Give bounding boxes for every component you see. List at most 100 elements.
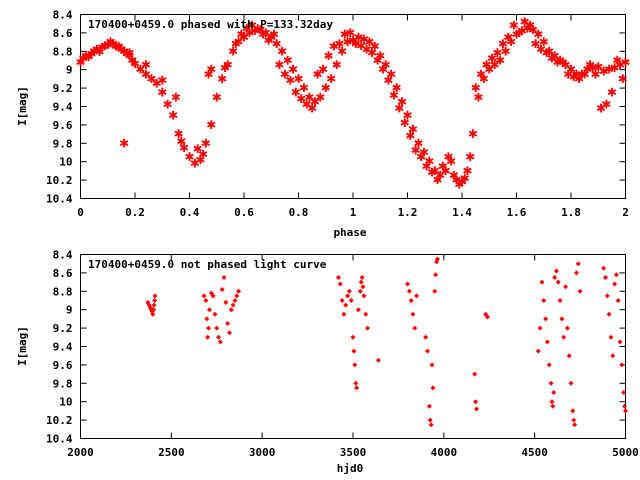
phased-data-point: ✱ xyxy=(574,72,584,86)
phased-data-point: ✱ xyxy=(116,42,126,56)
unphased-data-point xyxy=(412,325,418,331)
unphased-data-point xyxy=(551,390,557,395)
unphased-data-point xyxy=(559,316,565,322)
phased-data-point: ✱ xyxy=(561,58,571,72)
unphased-data-point xyxy=(563,284,569,290)
phased-y-tick-label: 8.4 xyxy=(53,9,73,22)
phased-data-point: ✱ xyxy=(383,74,393,88)
phased-data-point: ✱ xyxy=(618,72,628,86)
phased-data-point: ✱ xyxy=(580,67,590,81)
unphased-data-point xyxy=(546,362,552,368)
unphased-data-point xyxy=(345,293,351,299)
phased-data-point: ✱ xyxy=(506,35,516,49)
phased-data-point: ✱ xyxy=(127,54,137,68)
phased-data-point: ✱ xyxy=(345,26,355,40)
unphased-data-point xyxy=(570,408,576,414)
unphased-data-point xyxy=(427,417,433,423)
phased-data-point: ✱ xyxy=(550,49,560,63)
phased-data-point: ✱ xyxy=(130,57,140,71)
phased-data-point: ✱ xyxy=(471,81,481,95)
unphased-data-point xyxy=(612,281,618,287)
phased-data-point: ✱ xyxy=(81,49,91,63)
phased-data-point: ✱ xyxy=(438,159,448,173)
unphased-data-point xyxy=(365,325,371,331)
phased-data-point: ✱ xyxy=(157,86,167,100)
unphased-axis-ticks: 2000 2500 3000 3500 4000 4500 5000 8.4 8.6 8.8 9 9.… xyxy=(46,249,639,460)
phased-data-point: ✱ xyxy=(269,28,279,42)
phased-data-point: ✱ xyxy=(484,63,494,77)
unphased-data-point xyxy=(203,298,209,303)
unphased-data-point xyxy=(354,385,360,391)
unphased-data-point xyxy=(539,279,545,285)
phased-data-point: ✱ xyxy=(242,21,252,35)
phased-data-point: ✱ xyxy=(522,21,532,35)
phased-data-point: ✱ xyxy=(590,67,600,81)
unphased-data-point xyxy=(350,334,356,340)
unphased-data-point xyxy=(566,353,572,359)
phased-data-point: ✱ xyxy=(585,58,595,72)
phased-data-point: ✱ xyxy=(135,63,145,77)
phased-data-point: ✱ xyxy=(217,72,227,86)
phased-data-point: ✱ xyxy=(190,157,200,171)
unphased-data-point xyxy=(472,371,478,377)
unphased-data-point xyxy=(359,275,365,280)
phased-data-point: ✱ xyxy=(323,49,333,63)
unphased-data-point xyxy=(214,325,220,331)
phased-x-tick-label: 1.6 xyxy=(507,206,527,219)
phased-data-point: ✱ xyxy=(596,101,606,115)
phased-data-point: ✱ xyxy=(329,40,339,54)
phased-data-point: ✱ xyxy=(558,55,568,69)
unphased-data-point xyxy=(577,288,583,294)
unphased-data-point xyxy=(552,275,558,280)
unphased-data-point xyxy=(151,302,157,308)
phased-data-point: ✱ xyxy=(212,90,222,104)
phased-x-tick-label: 0 xyxy=(77,206,84,219)
unphased-data-point xyxy=(604,293,610,299)
phased-data-point: ✱ xyxy=(569,70,579,84)
phased-data-point: ✱ xyxy=(111,40,121,54)
phased-data-point: ✱ xyxy=(321,81,331,95)
unphased-data-point xyxy=(601,265,607,271)
phased-data-point: ✱ xyxy=(244,26,254,40)
phased-data-point: ✱ xyxy=(291,86,301,100)
phased-data-point: ✱ xyxy=(174,127,184,141)
unphased-data-point xyxy=(236,288,242,294)
phased-data-point: ✱ xyxy=(119,44,129,58)
phased-data-point: ✱ xyxy=(435,169,445,183)
unphased-y-tick-label: 9.8 xyxy=(53,377,73,390)
unphased-data-point xyxy=(408,298,414,303)
phased-data-point: ✱ xyxy=(495,54,505,68)
unphased-x-tick-label: 3500 xyxy=(340,446,367,459)
unphased-y-tick-label: 10 xyxy=(59,396,72,409)
phased-data-point: ✱ xyxy=(114,40,124,54)
phased-data-point: ✱ xyxy=(84,50,94,64)
unphased-data-point xyxy=(337,281,343,287)
unphased-data-point xyxy=(405,281,410,287)
phased-data-point: ✱ xyxy=(498,37,508,51)
phased-data-point: ✱ xyxy=(422,159,432,173)
unphased-data-point xyxy=(423,334,429,340)
phased-y-tick-label: 9.6 xyxy=(53,119,73,132)
unphased-data-point xyxy=(553,268,559,274)
phased-data-point: ✱ xyxy=(452,173,462,187)
phased-y-tick-label: 9.2 xyxy=(53,82,73,95)
phased-data-point: ✱ xyxy=(604,63,614,77)
phased-data-points: ✱✱✱✱✱✱✱✱✱✱✱✱✱✱✱✱✱✱✱✱✱✱✱✱✱✱✱✱✱✱✱✱✱✱✱✱✱✱✱✱… xyxy=(75,15,630,192)
phased-data-point: ✱ xyxy=(277,44,287,58)
phased-data-point: ✱ xyxy=(468,127,478,141)
phased-x-axis-label: phase xyxy=(333,226,366,239)
phased-data-point: ✱ xyxy=(386,67,396,81)
unphased-data-point xyxy=(537,325,543,331)
unphased-data-point xyxy=(221,275,227,280)
phased-data-point: ✱ xyxy=(97,41,107,55)
phased-data-point: ✱ xyxy=(457,175,467,189)
phased-y-tick-label: 10.4 xyxy=(46,193,73,206)
unphased-y-axis-label: I[mag] xyxy=(16,326,29,366)
unphased-data-point xyxy=(217,339,223,345)
phased-data-point: ✱ xyxy=(566,63,576,77)
phased-data-point: ✱ xyxy=(599,65,609,79)
unphased-data-point xyxy=(484,314,490,320)
phased-data-point: ✱ xyxy=(125,46,135,60)
unphased-data-point xyxy=(434,256,440,262)
phased-data-point: ✱ xyxy=(108,37,118,51)
